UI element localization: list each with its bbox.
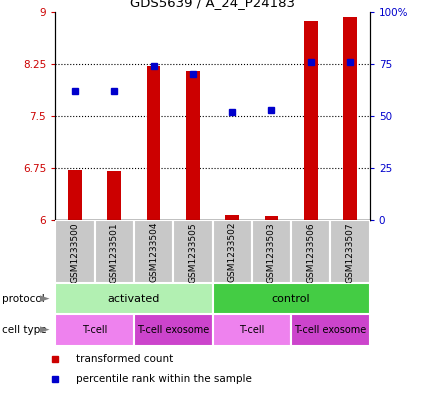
Text: protocol: protocol bbox=[2, 294, 45, 304]
Bar bbox=[291, 314, 370, 346]
Text: GSM1233506: GSM1233506 bbox=[306, 222, 315, 283]
Text: T-cell: T-cell bbox=[239, 325, 264, 335]
Bar bbox=[147, 66, 160, 220]
Bar bbox=[108, 171, 121, 220]
Bar bbox=[68, 170, 82, 220]
Text: percentile rank within the sample: percentile rank within the sample bbox=[76, 374, 252, 384]
Bar bbox=[55, 283, 212, 314]
Text: ►: ► bbox=[40, 323, 49, 337]
Text: GSM1233501: GSM1233501 bbox=[110, 222, 119, 283]
Text: GSM1233504: GSM1233504 bbox=[149, 222, 158, 283]
Text: GSM1233502: GSM1233502 bbox=[228, 222, 237, 283]
Text: GSM1233505: GSM1233505 bbox=[188, 222, 197, 283]
Title: GDS5639 / A_24_P24183: GDS5639 / A_24_P24183 bbox=[130, 0, 295, 9]
Bar bbox=[134, 220, 173, 283]
Text: T-cell exosome: T-cell exosome bbox=[137, 325, 209, 335]
Bar bbox=[225, 215, 239, 220]
Text: transformed count: transformed count bbox=[76, 354, 174, 364]
Bar bbox=[212, 283, 370, 314]
Bar bbox=[265, 216, 278, 220]
Bar bbox=[252, 220, 291, 283]
Bar bbox=[212, 314, 291, 346]
Text: T-cell: T-cell bbox=[82, 325, 107, 335]
Bar bbox=[55, 220, 94, 283]
Bar bbox=[331, 220, 370, 283]
Bar bbox=[291, 220, 331, 283]
Text: GSM1233507: GSM1233507 bbox=[346, 222, 354, 283]
Text: control: control bbox=[272, 294, 310, 304]
Text: T-cell exosome: T-cell exosome bbox=[294, 325, 366, 335]
Text: ►: ► bbox=[40, 292, 49, 305]
Bar bbox=[212, 220, 252, 283]
Text: activated: activated bbox=[108, 294, 160, 304]
Bar bbox=[343, 17, 357, 220]
Text: cell type: cell type bbox=[2, 325, 47, 335]
Text: GSM1233503: GSM1233503 bbox=[267, 222, 276, 283]
Bar bbox=[304, 21, 317, 220]
Text: GSM1233500: GSM1233500 bbox=[71, 222, 79, 283]
Bar bbox=[55, 314, 134, 346]
Bar bbox=[173, 220, 212, 283]
Bar bbox=[94, 220, 134, 283]
Bar bbox=[134, 314, 212, 346]
Bar bbox=[186, 71, 200, 220]
